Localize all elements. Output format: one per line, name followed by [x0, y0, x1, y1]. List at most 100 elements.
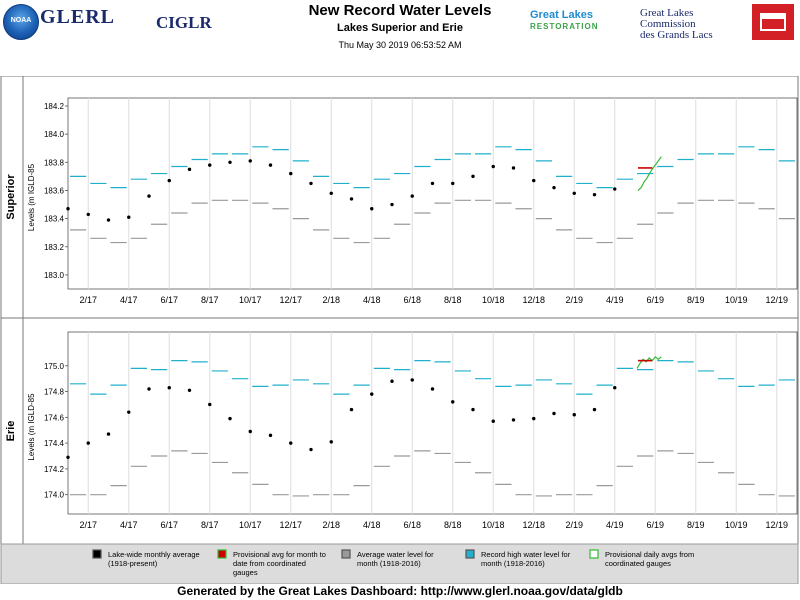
- great-lakes-restoration-logo[interactable]: Great Lakes RESTORATION: [530, 9, 599, 32]
- page-title: New Record Water Levels: [308, 2, 492, 19]
- monthly-average-point: [349, 407, 354, 412]
- monthly-average-point: [228, 160, 232, 165]
- monthly-average-point: [572, 191, 576, 195]
- x-tick-label: 2/17: [79, 520, 97, 530]
- x-tick-label: 8/18: [444, 520, 462, 530]
- provisional-daily-line: [636, 355, 662, 369]
- x-tick-label: 6/17: [160, 295, 178, 305]
- legend-swatch: [92, 549, 102, 559]
- x-tick-label: 8/17: [201, 295, 219, 305]
- x-tick-label: 2/18: [322, 295, 340, 305]
- legend-swatch: [589, 549, 599, 559]
- legend-label: gauges: [233, 568, 258, 577]
- monthly-average-point: [349, 197, 354, 201]
- y-axis-label: Levels (m IGLD-85: [27, 393, 36, 461]
- monthly-average-point: [532, 178, 536, 183]
- legend-swatch: [465, 549, 475, 559]
- x-tick-label: 6/18: [403, 520, 421, 530]
- x-tick-label: 2/18: [322, 520, 340, 530]
- legend-swatch: [217, 549, 227, 559]
- monthly-average-point: [66, 207, 70, 211]
- glerl-logo[interactable]: GLERL: [40, 6, 116, 28]
- monthly-average-point: [491, 419, 495, 423]
- monthly-average-point: [167, 385, 171, 390]
- y-tick-label: 184.0: [44, 130, 65, 139]
- monthly-average-point: [228, 416, 232, 421]
- x-tick-label: 12/17: [279, 295, 302, 305]
- legend-label: month (1918-2016): [357, 559, 421, 568]
- x-tick-label: 10/18: [482, 295, 505, 305]
- y-tick-label: 183.0: [44, 271, 65, 280]
- x-tick-label: 2/19: [565, 520, 583, 530]
- monthly-average-point: [289, 171, 293, 176]
- monthly-average-point: [127, 215, 131, 219]
- x-tick-label: 10/17: [239, 295, 262, 305]
- monthly-average-point: [430, 387, 435, 391]
- monthly-average-point: [309, 447, 313, 452]
- y-tick-label: 184.2: [44, 102, 65, 111]
- monthly-average-point: [329, 191, 333, 195]
- usace-castle-logo[interactable]: [752, 4, 794, 40]
- x-tick-label: 12/19: [765, 520, 788, 530]
- x-tick-label: 8/17: [201, 520, 219, 530]
- y-tick-label: 183.6: [44, 186, 65, 195]
- monthly-average-point: [106, 218, 111, 222]
- footer-credit[interactable]: Generated by the Great Lakes Dashboard: …: [177, 584, 623, 598]
- monthly-average-point: [410, 378, 414, 382]
- x-tick-label: 12/19: [765, 295, 788, 305]
- monthly-average-point: [329, 440, 333, 444]
- monthly-average-point: [471, 174, 475, 179]
- y-tick-label: 174.4: [44, 439, 65, 448]
- monthly-average-point: [430, 181, 435, 186]
- monthly-average-point: [451, 400, 455, 404]
- monthly-average-point: [491, 164, 495, 169]
- page-subtitle: Lakes Superior and Erie: [337, 22, 463, 34]
- x-tick-label: 2/17: [79, 295, 97, 305]
- x-tick-label: 8/19: [687, 295, 705, 305]
- legend-label: Record high water level for: [481, 550, 571, 559]
- noaa-logo[interactable]: NOAA: [3, 4, 39, 40]
- legend-label: date from coordinated: [233, 559, 306, 568]
- x-tick-label: 12/18: [522, 520, 545, 530]
- monthly-average-point: [86, 441, 90, 445]
- monthly-average-point: [390, 202, 394, 207]
- chart-panel-erie: 2/17 4/17 6/17 8/17 10/17 12/17 2/18 4/18 6/18 8/…: [5, 331, 798, 530]
- legend-label: (1918-present): [108, 559, 158, 568]
- monthly-average-point: [127, 410, 131, 414]
- monthly-average-point: [592, 407, 597, 412]
- x-tick-label: 6/19: [646, 520, 664, 530]
- monthly-average-point: [552, 411, 556, 416]
- monthly-average-point: [147, 194, 151, 198]
- monthly-average-point: [208, 402, 212, 407]
- monthly-average-point: [248, 159, 252, 163]
- monthly-average-point: [511, 418, 516, 422]
- great-lakes-commission-logo[interactable]: Great Lakes Commission des Grands Lacs: [640, 7, 713, 41]
- plot-area: [67, 331, 798, 515]
- timestamp: Thu May 30 2019 06:53:52 AM: [338, 40, 462, 50]
- y-axis-label: Levels (m IGLD-85: [27, 163, 36, 231]
- monthly-average-point: [86, 212, 90, 217]
- y-tick-label: 174.2: [44, 465, 65, 474]
- provisional-daily-line: [637, 156, 662, 191]
- ciglr-logo[interactable]: CIGLR: [156, 13, 212, 32]
- x-tick-label: 4/17: [120, 295, 138, 305]
- legend-label: Lake-wide monthly average: [108, 550, 200, 559]
- monthly-average-point: [167, 178, 171, 183]
- x-tick-label: 4/19: [606, 295, 624, 305]
- monthly-average-point: [613, 385, 617, 390]
- x-tick-label: 10/19: [725, 520, 748, 530]
- x-tick-label: 6/18: [403, 295, 421, 305]
- y-tick-label: 174.0: [44, 491, 65, 500]
- panel-label: Erie: [5, 421, 17, 442]
- monthly-average-point: [187, 388, 192, 392]
- x-tick-label: 12/17: [279, 520, 302, 530]
- monthly-average-point: [370, 207, 374, 211]
- monthly-average-point: [613, 187, 617, 191]
- x-tick-label: 2/19: [565, 295, 583, 305]
- monthly-average-point: [187, 167, 192, 172]
- legend-item-monthly: Lake-wide monthly average(1918-present): [92, 549, 200, 568]
